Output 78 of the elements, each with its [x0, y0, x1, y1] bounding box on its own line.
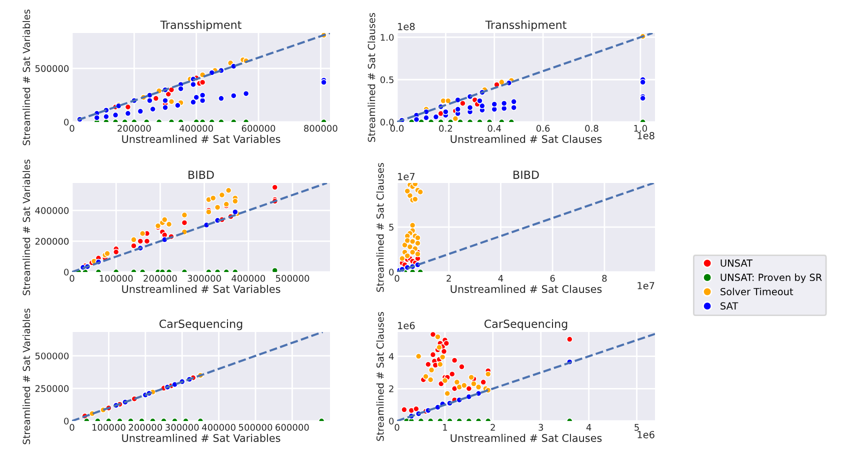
x-tick-label: 2	[446, 274, 451, 282]
y-tick-label: 400000	[35, 207, 69, 214]
y-tick-label: 200000	[35, 238, 69, 245]
x-tick-label: 300000	[166, 424, 199, 431]
x-tick-label: 2	[490, 424, 495, 431]
x-axis-title: Unstreamlined # Sat Variables	[122, 284, 280, 293]
x-tick-label: 0.4	[488, 124, 502, 132]
x-tick-label: 0	[70, 274, 74, 282]
x-tick-label: 8	[602, 274, 607, 282]
y-tick-label: 500000	[35, 352, 69, 360]
y-tick-label: 0	[389, 418, 394, 425]
y-tick-label: 500000	[35, 65, 69, 72]
text: 1e8	[398, 22, 415, 30]
x-tick-label: 4	[498, 275, 504, 282]
y-axis-title: Streamlined # Sat Clauses	[368, 12, 376, 142]
text: 1e6	[638, 430, 654, 438]
x-axis-title: Unstreamlined # Sat Clauses	[450, 134, 602, 143]
x-tick-label: 100000	[92, 424, 126, 431]
x-tick-label: 1	[443, 424, 447, 431]
y-axis-title: Streamlined # Sat Variables	[22, 308, 30, 444]
y-axis-title: Streamlined # Sat Variables	[22, 160, 30, 296]
x-tick-label: 6	[550, 274, 555, 282]
y-tick-label: 4	[388, 353, 394, 360]
x-tick-label: 0	[394, 424, 400, 431]
x-tick-label: 200000	[144, 274, 177, 282]
x-axis-title: Unstreamlined # Sat Clauses	[450, 434, 602, 442]
x-tick-label: 3	[538, 424, 544, 431]
chart-title: BIBD	[188, 170, 214, 179]
x-tick-label: 100000	[100, 274, 133, 282]
x-tick-label: 0.6	[536, 124, 550, 132]
x-tick-label: 500000	[238, 424, 272, 431]
x-tick-label: 4	[586, 424, 592, 431]
y-tick-label: 0	[64, 118, 69, 126]
x-tick-label: 200000	[118, 124, 151, 132]
x-tick-label: 5	[634, 424, 639, 431]
legend-label: UNSAT: Proven by SR	[720, 274, 822, 283]
y-tick-label: 0	[64, 418, 69, 425]
x-axis-title: Unstreamlined # Sat Clauses	[450, 284, 602, 293]
chart-title: CarSequencing	[159, 319, 242, 330]
y-tick-label: 0	[389, 268, 394, 276]
y-tick-label: 2	[389, 385, 394, 392]
y-tick-label: 0.0	[380, 118, 394, 126]
x-tick-label: 600000	[242, 124, 276, 132]
x-tick-label: 0	[394, 274, 400, 282]
x-tick-label: 500000	[276, 274, 310, 282]
y-axis-title: Streamlined # Sat Clauses	[376, 162, 384, 292]
legend-label: UNSAT	[720, 259, 753, 267]
y-tick-label: 0	[64, 268, 69, 276]
y-axis-title: Streamlined # Sat Clauses	[376, 312, 384, 441]
x-tick-label: 1.0	[634, 124, 647, 132]
x-axis-title: Unstreamlined # Sat Variables	[122, 434, 280, 442]
y-tick-label: 5	[389, 224, 394, 231]
x-tick-label: 0	[70, 124, 74, 132]
x-tick-label: 400000	[232, 274, 266, 282]
x-tick-label: 400000	[180, 124, 213, 132]
legend-label: Solver Timeout	[720, 288, 794, 296]
y-tick-label: 0.5	[380, 76, 394, 84]
text: 1e8	[638, 132, 654, 140]
chart-title: Transshipment	[160, 20, 242, 32]
y-tick-label: 1.0	[380, 34, 394, 41]
x-tick-label: 600000	[276, 424, 309, 431]
x-tick-label: 300000	[188, 274, 221, 282]
x-axis-title: Unstreamlined # Sat Variables	[122, 134, 280, 143]
chart-title: Transshipment	[485, 20, 566, 32]
x-tick-label: 0.8	[585, 124, 598, 132]
chart-title: BIBD	[514, 170, 539, 179]
y-tick-label: 250000	[35, 385, 69, 392]
text: 1e7	[638, 282, 654, 290]
x-tick-label: 0.2	[439, 124, 452, 132]
text: 1e6	[398, 322, 415, 330]
x-tick-label: 0	[70, 424, 74, 431]
text: 1e7	[398, 173, 415, 180]
chart-title: CarSequencing	[484, 319, 568, 330]
legend-label: SAT	[720, 302, 738, 310]
x-tick-label: 800000	[304, 124, 338, 132]
y-axis-title: Streamlined # Sat Variables	[22, 10, 30, 146]
x-tick-label: 400000	[202, 424, 236, 431]
x-tick-label: 200000	[128, 424, 162, 431]
